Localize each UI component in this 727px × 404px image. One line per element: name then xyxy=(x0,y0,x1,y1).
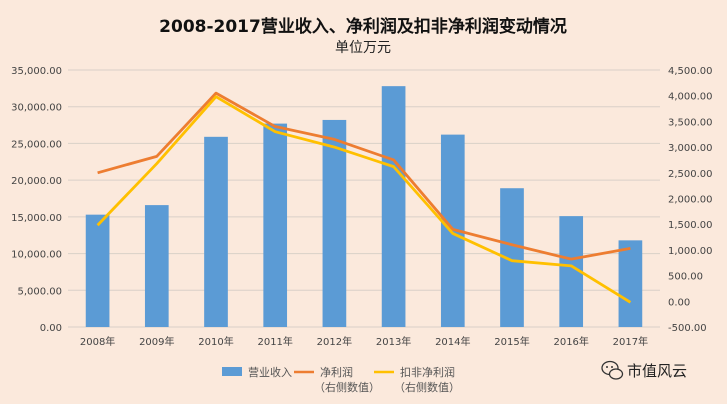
line-series xyxy=(96,91,632,304)
left-tick-label: 35,000.00 xyxy=(11,66,62,77)
chart-subtitle: 单位万元 xyxy=(335,40,391,56)
x-tick-label: 2012年 xyxy=(317,335,352,348)
right-tick-label: 0.00 xyxy=(668,297,690,308)
watermark-text: 市值风云 xyxy=(627,362,687,380)
legend-label: 净利润 xyxy=(320,365,353,379)
left-tick-label: 20,000.00 xyxy=(11,176,62,187)
left-tick-label: 25,000.00 xyxy=(11,139,62,150)
right-tick-label: 1,000.00 xyxy=(668,246,713,257)
x-tick-label: 2014年 xyxy=(435,335,470,348)
bar xyxy=(440,134,465,327)
bar xyxy=(381,86,406,327)
bar-series xyxy=(85,86,643,327)
bar xyxy=(144,205,169,327)
x-tick-label: 2017年 xyxy=(613,335,648,348)
legend-label: 扣非净利润 xyxy=(400,365,455,379)
left-tick-label: 15,000.00 xyxy=(11,213,62,224)
bar xyxy=(85,214,110,327)
right-tick-label: 3,000.00 xyxy=(668,143,713,154)
right-tick-label: 4,500.00 xyxy=(668,66,713,77)
x-tick-label: 2008年 xyxy=(80,335,115,348)
x-tick-label: 2011年 xyxy=(257,335,292,348)
watermark: 市值风云 xyxy=(601,360,687,380)
x-tick-label: 2016年 xyxy=(553,335,588,348)
bar xyxy=(500,188,524,327)
x-tick-label: 2015年 xyxy=(494,335,529,348)
right-tick-label: -500.00 xyxy=(668,323,707,334)
x-tick-label: 2013年 xyxy=(376,335,411,348)
series-line xyxy=(97,91,631,261)
legend-swatch xyxy=(222,367,242,376)
series-line xyxy=(96,95,632,304)
legend-label-note: （右侧数值） xyxy=(394,380,460,394)
left-tick-label: 30,000.00 xyxy=(11,103,62,114)
left-axis-ticks: 0.00 5,000.00 10,000.00 15,000.00 20,000.00 2… xyxy=(11,66,62,334)
bar xyxy=(263,123,288,327)
right-tick-label: 4,000.00 xyxy=(668,92,713,103)
x-tick-label: 2009年 xyxy=(139,335,174,348)
left-tick-label: 0.00 xyxy=(40,323,62,334)
bar xyxy=(559,216,584,327)
wechat-icon xyxy=(601,360,624,380)
legend: 营业收入 净利润（右侧数值）扣非净利润（右侧数值） xyxy=(222,365,460,394)
right-tick-label: 500.00 xyxy=(668,272,703,283)
right-tick-label: 1,500.00 xyxy=(668,220,713,231)
right-tick-label: 2,500.00 xyxy=(668,169,713,180)
legend-label: 营业收入 xyxy=(248,365,292,379)
left-tick-label: 5,000.00 xyxy=(17,286,62,297)
bar xyxy=(618,240,643,327)
right-axis-ticks: -500.00 0.00 500.00 1,000.00 1,500.00 2,000.0… xyxy=(668,66,713,334)
legend-label-note: （右侧数值） xyxy=(314,380,380,394)
right-tick-label: 3,500.00 xyxy=(668,117,713,128)
x-axis-ticks: 2008年 2009年 2010年 2011年 2012年 2013年 2014年 2015年… xyxy=(80,335,648,348)
x-tick-label: 2010年 xyxy=(198,335,233,348)
bar xyxy=(204,136,228,327)
bar xyxy=(322,119,347,327)
left-tick-label: 10,000.00 xyxy=(11,250,62,261)
right-tick-label: 2,000.00 xyxy=(668,195,713,206)
chart-title: 2008-2017营业收入、净利润及扣非净利润变动情况 xyxy=(159,16,567,37)
